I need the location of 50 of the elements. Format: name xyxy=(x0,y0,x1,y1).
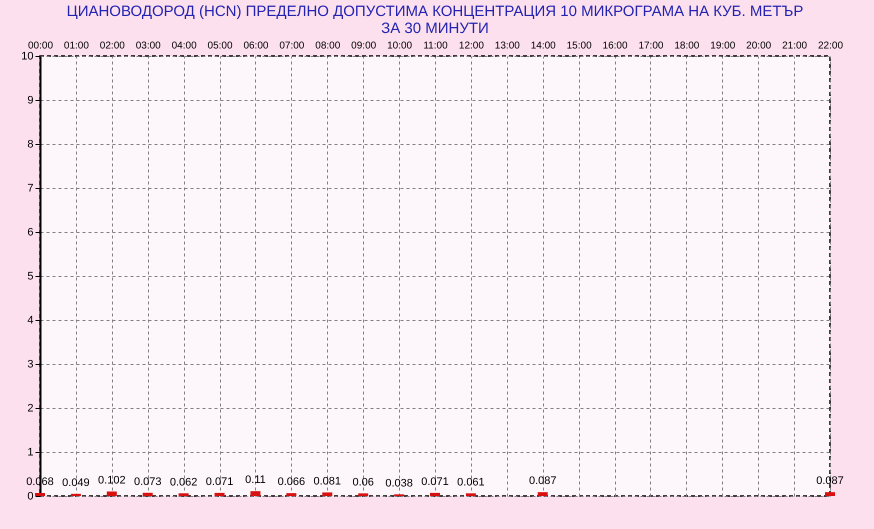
x-tick-label: 05:00 xyxy=(208,40,233,52)
x-tick-label: 13:00 xyxy=(494,40,520,52)
y-tick-label: 0 xyxy=(27,490,34,502)
y-tick-label: 5 xyxy=(27,270,34,282)
x-tick-label: 15:00 xyxy=(566,40,592,52)
x-tick-label: 21:00 xyxy=(782,40,808,52)
x-tick-label: 08:00 xyxy=(315,40,341,52)
data-label: 0.087 xyxy=(528,475,556,488)
x-tick-label: 06:00 xyxy=(243,40,269,52)
x-tick-label: 14:00 xyxy=(530,40,556,52)
y-tick-label: 10 xyxy=(21,50,34,62)
x-tick-label: 10:00 xyxy=(387,40,413,52)
y-tick-label: 9 xyxy=(27,94,34,106)
data-label: 0.071 xyxy=(421,476,449,488)
y-tick-label: 7 xyxy=(27,182,34,194)
x-tick-label: 04:00 xyxy=(172,40,198,52)
x-tick-label: 16:00 xyxy=(602,40,628,52)
x-tick-label: 07:00 xyxy=(279,40,305,52)
data-label: 0.049 xyxy=(62,476,90,489)
data-label: 0.081 xyxy=(314,475,342,488)
text: ЗА 30 МИНУТИ xyxy=(381,20,489,37)
data-label: 0.071 xyxy=(206,476,234,488)
x-tick-label: 12:00 xyxy=(458,40,484,52)
y-tick-label: 4 xyxy=(27,314,34,326)
data-label: 0.087 xyxy=(816,475,844,488)
x-tick-label: 03:00 xyxy=(136,40,162,52)
data-label: 0.073 xyxy=(134,476,162,488)
data-label: 0.06 xyxy=(352,476,374,488)
data-label: 0.038 xyxy=(385,477,413,490)
y-tick-label: 1 xyxy=(27,446,34,458)
x-tick-label: 02:00 xyxy=(100,40,126,52)
data-label: 0.066 xyxy=(278,476,306,488)
x-tick-label: 00:00 xyxy=(28,40,54,52)
y-tick-label: 3 xyxy=(27,358,34,370)
data-label: 0.061 xyxy=(457,476,485,488)
x-tick-label: 18:00 xyxy=(674,40,700,52)
x-tick-label: 20:00 xyxy=(746,40,772,52)
x-tick-label: 19:00 xyxy=(710,40,736,52)
x-tick-label: 09:00 xyxy=(351,40,377,52)
x-tick-label: 22:00 xyxy=(818,40,844,52)
y-tick-label: 2 xyxy=(27,402,34,414)
data-label: 0.102 xyxy=(98,474,126,487)
y-tick-label: 8 xyxy=(27,138,34,150)
text: ЦИАНОВОДОРОД (HCN) ПРЕДЕЛНО ДОПУСТИМА КОНЦЕНТРАЦИЯ 10 МИКРОГРАМА НА КУБ. МЕТЪР xyxy=(66,3,804,20)
data-label: 0.062 xyxy=(170,476,198,488)
x-tick-label: 17:00 xyxy=(638,40,664,52)
x-tick-label: 01:00 xyxy=(64,40,90,52)
x-tick-label: 11:00 xyxy=(423,40,448,52)
y-tick-label: 6 xyxy=(27,226,34,238)
data-label: 0.11 xyxy=(245,474,266,486)
